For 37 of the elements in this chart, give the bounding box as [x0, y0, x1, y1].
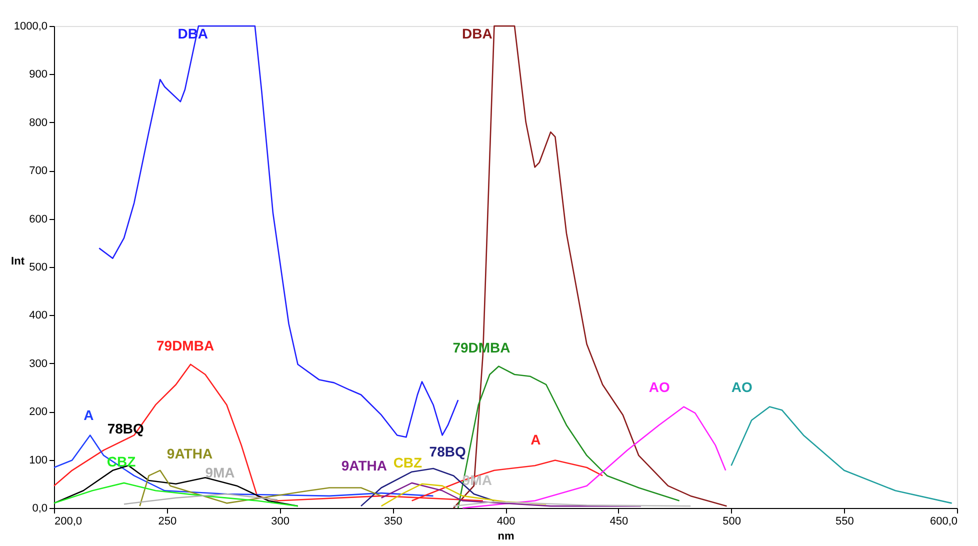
x-tick-label: 350 — [384, 516, 402, 528]
x-tick-label: 250 — [158, 516, 177, 528]
x-tick-label: 450 — [610, 516, 628, 528]
series-label: CBZ — [393, 454, 423, 470]
x-axis-title: nm — [498, 530, 514, 542]
y-axis-title: Int — [11, 256, 25, 268]
line-series — [123, 493, 278, 505]
y-tick-label: 700 — [29, 165, 48, 178]
series-label: A — [84, 406, 94, 423]
series-label: A — [530, 431, 541, 448]
y-tick-label: 0,0 — [32, 502, 48, 514]
y-tick-label: 800 — [29, 116, 48, 129]
series-label: AO — [648, 379, 670, 396]
y-tick-label: 100 — [29, 454, 48, 466]
series-label: 9ATHA — [166, 445, 213, 462]
x-tick-label: 300 — [271, 516, 290, 528]
y-tick-label: 1000,0 — [14, 20, 48, 32]
series-label: 9MA — [205, 464, 235, 480]
line-series — [730, 406, 952, 504]
series-label: DBA — [462, 26, 492, 42]
y-tick-label: 900 — [29, 68, 48, 81]
line-series — [53, 482, 298, 507]
y-tick-label: 500 — [29, 262, 48, 274]
y-tick-label: 200 — [29, 406, 48, 418]
y-tick-label: 400 — [29, 310, 48, 322]
x-tick-label: 500 — [722, 516, 741, 528]
y-tick-label: 300 — [29, 358, 48, 370]
series-label: 79DMBA — [156, 338, 214, 354]
series-label: 9ATHA — [341, 458, 388, 474]
x-tick-label: 200,0 — [54, 516, 82, 528]
y-tick-label: 600 — [29, 213, 48, 226]
x-tick-label: 550 — [835, 516, 854, 528]
series-label: 78BQ — [429, 443, 466, 460]
line-series — [139, 470, 382, 507]
x-tick-label: 400 — [496, 516, 516, 528]
series-label: AO — [731, 379, 752, 396]
x-tick-label: 600,0 — [930, 516, 958, 528]
